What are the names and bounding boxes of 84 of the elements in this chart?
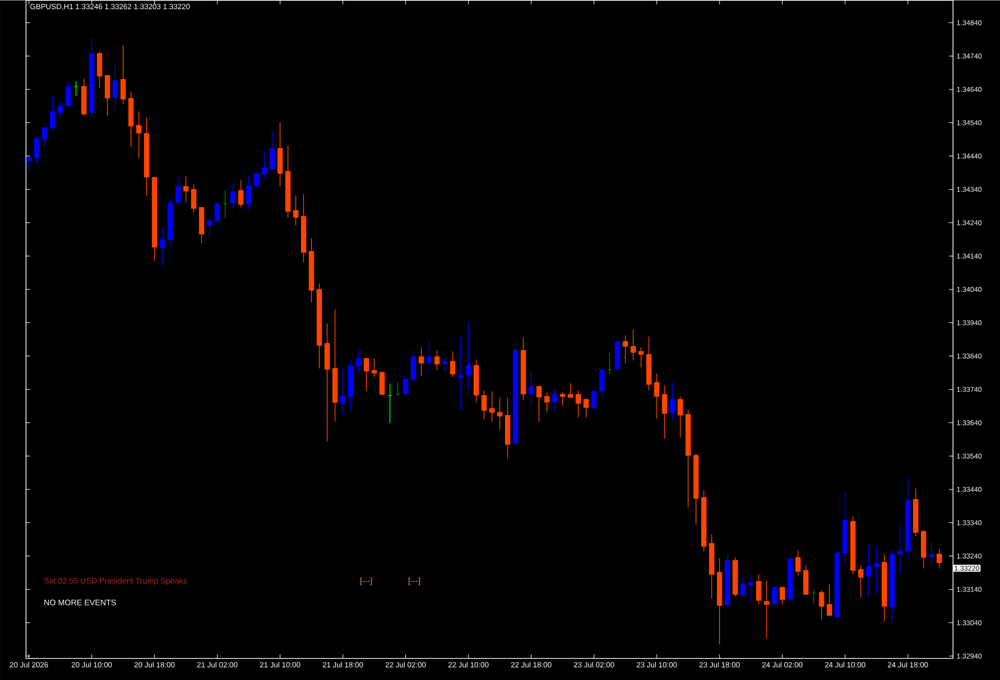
candlestick — [379, 370, 385, 396]
candlestick — [583, 398, 589, 418]
candlestick — [662, 384, 668, 439]
candlestick — [560, 392, 566, 406]
candlestick — [780, 586, 785, 605]
candlestick — [528, 370, 534, 404]
candlestick — [387, 382, 393, 424]
candlestick — [552, 388, 558, 412]
annotation: NO MORE EVENTS — [44, 599, 116, 606]
candlestick — [214, 202, 220, 222]
candlestick — [372, 358, 377, 378]
candlestick — [678, 396, 683, 438]
annotation: [---] — [408, 577, 420, 585]
candlestick — [34, 134, 40, 166]
candlestick — [458, 336, 464, 411]
candlestick — [638, 346, 644, 368]
candlestick — [395, 382, 400, 397]
candlestick — [254, 173, 260, 188]
candlestick — [262, 152, 268, 180]
candlestick — [410, 350, 416, 383]
candlestick — [418, 346, 424, 376]
candlestick — [928, 542, 934, 566]
candlestick — [772, 586, 778, 604]
candlestick — [670, 382, 676, 421]
candlestick — [364, 358, 370, 392]
candlestick — [489, 390, 495, 422]
candlestick — [599, 368, 604, 398]
candlestick — [591, 388, 597, 408]
candlestick — [206, 218, 212, 238]
candlestick — [136, 110, 142, 158]
candlestick — [26, 156, 32, 172]
candlestick — [795, 550, 801, 576]
candlestick — [866, 544, 872, 597]
candlestick — [402, 378, 408, 398]
candlestick — [66, 80, 71, 106]
candlestick — [426, 340, 432, 372]
candlestick — [818, 590, 824, 620]
candlestick — [222, 190, 228, 219]
candlestick — [104, 74, 110, 116]
candlestick — [73, 80, 79, 96]
candlestick — [434, 350, 440, 370]
candlestick — [740, 576, 746, 597]
candlestick — [58, 100, 63, 116]
candlestick — [936, 548, 942, 569]
candlestick — [120, 44, 126, 104]
candlestick — [874, 546, 880, 594]
candlestick — [897, 524, 903, 575]
candlestick — [748, 574, 754, 603]
candlestick — [42, 127, 48, 146]
candlestick — [238, 180, 244, 208]
candlestick — [466, 322, 472, 390]
candlestick — [630, 328, 636, 361]
candlestick — [450, 350, 456, 378]
candlestick — [191, 184, 196, 213]
candlestick — [764, 580, 770, 639]
candlestick — [183, 176, 189, 203]
candlestick — [270, 130, 275, 170]
candlestick — [497, 396, 502, 430]
candlestick — [568, 382, 574, 398]
candlestick — [803, 564, 809, 595]
candlestick — [481, 390, 487, 420]
candlestick — [175, 174, 181, 204]
candlestick — [230, 184, 236, 208]
candlestick — [112, 62, 118, 112]
candlestick — [160, 228, 166, 266]
candlestick — [356, 348, 362, 374]
candlestick — [576, 390, 581, 418]
candlestick — [50, 96, 56, 132]
candlestick — [544, 392, 550, 413]
annotation: [---] — [360, 577, 372, 585]
candlestick — [756, 574, 762, 605]
candlestick — [811, 588, 816, 604]
candlestick — [654, 372, 660, 419]
candlestick — [536, 384, 542, 422]
annotation: Sat 02:55 USD President Trump Speaks — [44, 577, 187, 585]
candlestick — [293, 194, 298, 226]
candlestick — [826, 584, 832, 616]
candlestick — [622, 334, 628, 364]
candlestick — [858, 564, 864, 598]
candlestick — [96, 51, 102, 88]
candlestick — [246, 174, 252, 211]
candlestick — [340, 368, 346, 415]
candlestick — [442, 356, 448, 372]
candlestick — [607, 352, 612, 375]
